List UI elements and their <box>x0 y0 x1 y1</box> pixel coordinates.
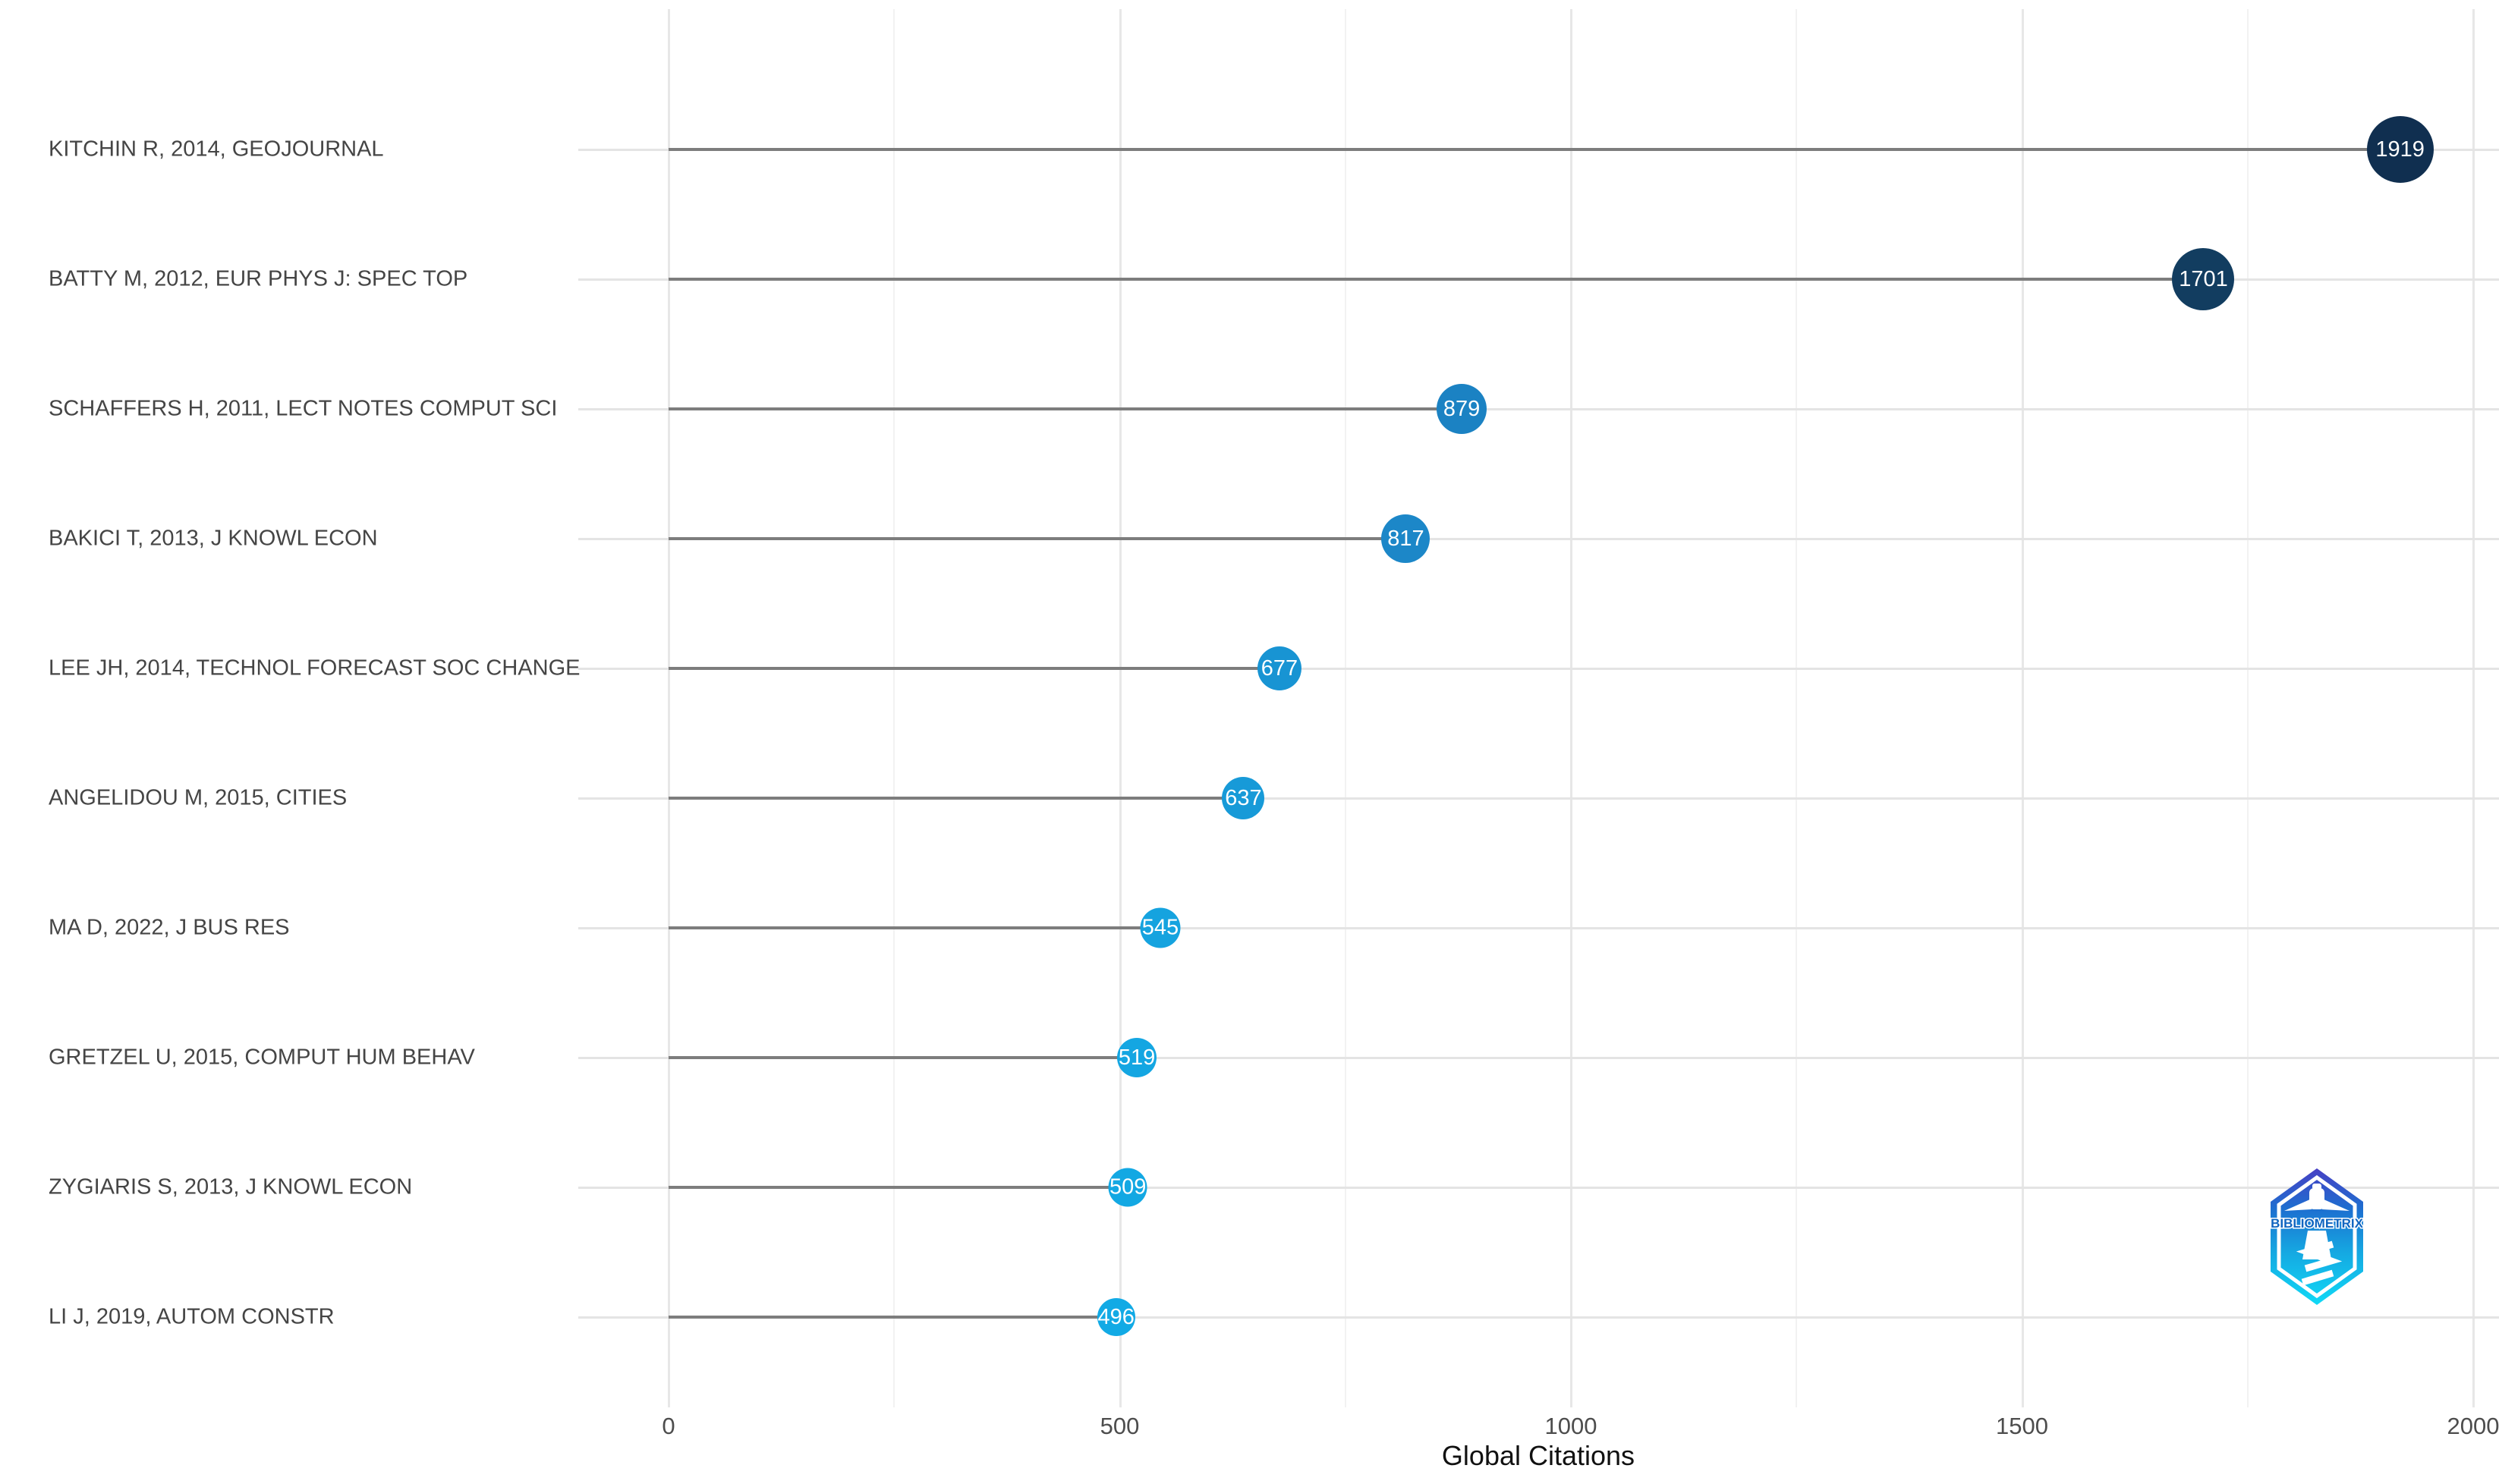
major-gridline <box>2021 9 2024 1407</box>
lollipop-stem <box>669 667 1279 670</box>
bibliometrix-logo: BIBLIOMETRIX <box>2270 1168 2365 1305</box>
doc-label: BATTY M, 2012, EUR PHYS J: SPEC TOP <box>49 266 468 291</box>
doc-label: LEE JH, 2014, TECHNOL FORECAST SOC CHANG… <box>49 656 581 681</box>
minor-gridline <box>893 9 895 1407</box>
dot-value-label: 509 <box>1109 1174 1147 1199</box>
doc-label: GRETZEL U, 2015, COMPUT HUM BEHAV <box>49 1045 475 1070</box>
lollipop-stem <box>669 407 1462 410</box>
row-gridline <box>578 1316 2499 1319</box>
dot-value-label: 1701 <box>2179 266 2228 291</box>
x-tick-label: 0 <box>662 1413 675 1439</box>
dot-value-label: 545 <box>1141 915 1179 940</box>
lollipop-dot: 1701 <box>2172 248 2235 310</box>
major-gridline <box>668 9 670 1407</box>
major-gridline <box>1570 9 1572 1407</box>
minor-gridline <box>1344 9 1346 1407</box>
dot-value-label: 817 <box>1387 526 1424 551</box>
logo-hexagon-inner-border <box>2277 1174 2357 1299</box>
major-gridline <box>1119 9 1122 1407</box>
x-tick-label: 1500 <box>1996 1413 2048 1439</box>
lollipop-stem <box>669 797 1244 800</box>
x-axis-title: Global Citations <box>1441 1440 1635 1471</box>
row-gridline <box>578 1187 2499 1189</box>
lollipop-dot: 637 <box>1222 777 1265 819</box>
lollipop-dot: 545 <box>1140 907 1181 948</box>
doc-label: BAKICI T, 2013, J KNOWL ECON <box>49 526 378 551</box>
lollipop-dot: 519 <box>1117 1038 1157 1077</box>
x-tick-label: 500 <box>1100 1413 1140 1439</box>
row-gridline <box>578 797 2499 800</box>
lollipop-stem <box>669 1056 1138 1059</box>
dot-value-label: 879 <box>1443 396 1481 421</box>
dot-value-label: 637 <box>1225 785 1262 810</box>
lollipop-dot: 817 <box>1381 514 1430 563</box>
row-gridline <box>578 538 2499 540</box>
logo-three-glyph <box>2296 1240 2343 1286</box>
lollipop-dot: 1919 <box>2366 116 2434 183</box>
row-gridline <box>578 408 2499 410</box>
lollipop-stem <box>669 926 1160 929</box>
y-axis-title-area: Documents <box>0 0 46 1484</box>
major-gridline <box>2472 9 2475 1407</box>
y-axis-title: Documents <box>0 638 5 778</box>
lollipop-dot: 496 <box>1097 1298 1135 1336</box>
doc-label: KITCHIN R, 2014, GEOJOURNAL <box>49 137 384 162</box>
lollipop-stem <box>669 278 2204 281</box>
lollipop-stem <box>669 537 1406 540</box>
x-tick-label: 1000 <box>1544 1413 1597 1439</box>
dot-value-label: 677 <box>1261 656 1298 681</box>
dot-value-label: 496 <box>1097 1304 1135 1329</box>
row-gridline <box>578 927 2499 929</box>
lollipop-stem <box>669 1186 1128 1189</box>
dot-value-label: 519 <box>1118 1045 1156 1070</box>
doc-label: ZYGIARIS S, 2013, J KNOWL ECON <box>49 1174 413 1199</box>
doc-label: MA D, 2022, J BUS RES <box>49 915 290 940</box>
logo-wordmark: BIBLIOMETRIX <box>2271 1216 2363 1231</box>
doc-label: ANGELIDOU M, 2015, CITIES <box>49 785 348 810</box>
doc-label: LI J, 2019, AUTOM CONSTR <box>49 1304 335 1329</box>
doc-label: SCHAFFERS H, 2011, LECT NOTES COMPUT SCI <box>49 396 558 421</box>
lollipop-stem <box>669 1316 1116 1319</box>
lollipop-stem <box>669 148 2400 151</box>
minor-gridline <box>1796 9 1798 1407</box>
lollipop-dot: 879 <box>1437 384 1487 434</box>
row-gridline <box>578 668 2499 670</box>
minor-gridline <box>2246 9 2249 1407</box>
lollipop-dot: 509 <box>1108 1168 1147 1207</box>
row-gridline <box>578 1057 2499 1059</box>
x-tick-label: 2000 <box>2447 1413 2499 1439</box>
dot-value-label: 1919 <box>2375 137 2425 162</box>
lollipop-dot: 677 <box>1257 646 1301 690</box>
